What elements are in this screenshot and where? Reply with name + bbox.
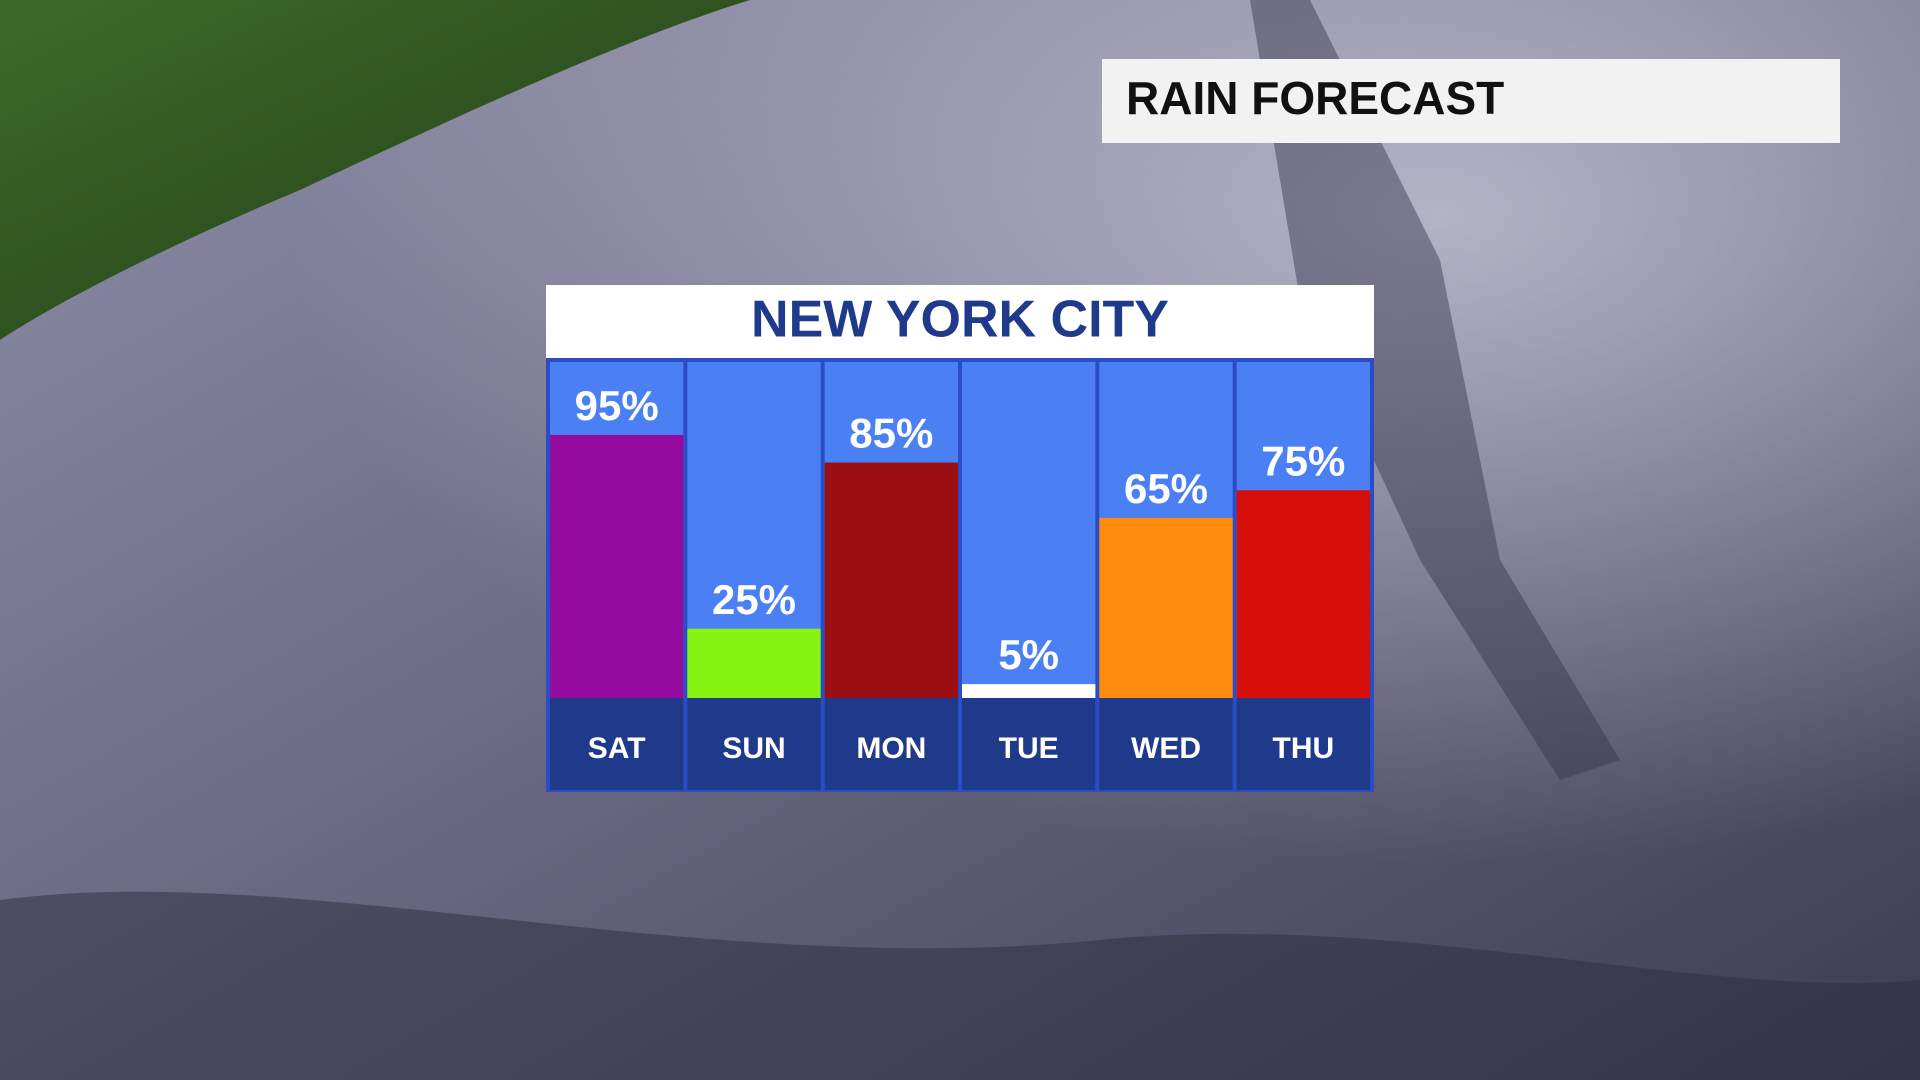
category-band [824, 698, 958, 790]
header-title: RAIN FORECAST [1126, 72, 1504, 124]
category-band [962, 698, 1096, 790]
x-tick-label: WED [1131, 732, 1201, 765]
chart-title-box [546, 285, 1374, 359]
grass [0, 0, 750, 340]
bar [550, 434, 684, 698]
value-label: 25% [712, 576, 796, 623]
value-label: 95% [575, 382, 659, 429]
column-background [962, 362, 1096, 698]
x-tick-label: TUE [999, 732, 1059, 765]
chart-title: NEW YORK CITY [751, 291, 1169, 349]
value-label: 65% [1124, 465, 1208, 512]
value-label: 5% [998, 631, 1059, 678]
x-tick-label: THU [1273, 732, 1335, 765]
bar [1099, 517, 1233, 698]
bar [962, 684, 1096, 698]
value-label: 75% [1261, 437, 1345, 484]
bar [687, 628, 821, 698]
bar [1236, 490, 1370, 698]
category-band [687, 698, 821, 790]
header-box [1102, 59, 1840, 143]
reflection-shadow [1250, 0, 1620, 780]
value-label: 85% [849, 410, 933, 457]
puddle-shadow [0, 891, 1920, 1080]
bar [824, 462, 958, 698]
category-band [1099, 698, 1233, 790]
category-band [1236, 698, 1370, 790]
category-band [550, 698, 684, 790]
x-tick-label: MON [856, 732, 926, 765]
chart-frame [546, 358, 1374, 792]
x-tick-label: SAT [588, 732, 646, 765]
x-tick-label: SUN [722, 732, 785, 765]
